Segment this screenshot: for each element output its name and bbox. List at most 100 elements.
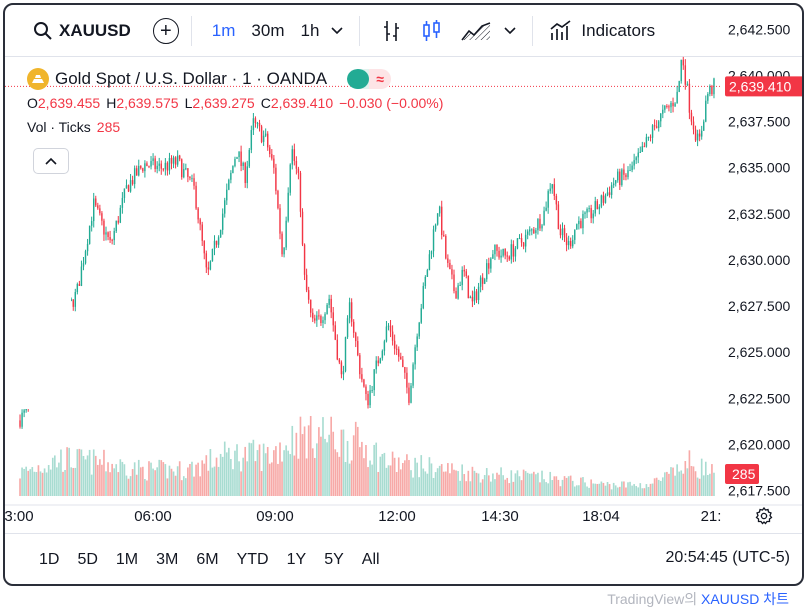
candle-body — [240, 151, 242, 166]
candle-body — [174, 157, 177, 165]
candle-body — [496, 244, 498, 251]
volume-bar — [528, 473, 531, 496]
range-5d[interactable]: 5D — [77, 551, 98, 568]
candle-body — [185, 168, 187, 170]
volume-bar — [307, 425, 310, 496]
range-3m[interactable]: 3M — [156, 551, 179, 568]
candle-body — [582, 213, 584, 229]
volume-bar — [623, 481, 625, 496]
volume-bar — [653, 478, 656, 496]
candle-body — [406, 372, 408, 388]
candle-body — [473, 291, 476, 302]
bar-style-icon[interactable] — [372, 5, 412, 57]
range-ytd[interactable]: YTD — [236, 551, 269, 568]
volume-bar — [674, 475, 676, 496]
volume-bar — [135, 474, 138, 496]
last-volume-badge — [725, 464, 759, 484]
attribution[interactable]: TradingView의 XAUUSD 차트 — [607, 589, 789, 609]
volume-bar — [655, 477, 658, 496]
candle-style-icon[interactable] — [412, 5, 452, 57]
status-pill[interactable]: ≈ — [347, 69, 392, 89]
volume-bar — [664, 472, 666, 496]
range-6m[interactable]: 6M — [196, 551, 219, 568]
candle-body — [711, 86, 713, 95]
candle-body — [610, 185, 613, 195]
volume-bar — [137, 459, 140, 496]
volume-bar — [612, 482, 615, 496]
x-tick-label: 3:00 — [5, 508, 34, 525]
candle-body — [181, 159, 183, 178]
volume-bar — [451, 463, 453, 496]
symbol-search-button[interactable]: XAUUSD — [5, 5, 131, 57]
add-symbol-icon[interactable]: + — [152, 17, 179, 44]
volume-bar — [293, 455, 296, 496]
candle-body — [93, 198, 95, 222]
candle-body — [213, 240, 216, 249]
volume-bar — [275, 446, 277, 496]
volume-bar — [35, 472, 38, 496]
collapse-legend-button[interactable] — [33, 148, 69, 174]
candle-body — [551, 184, 553, 189]
volume-bar — [86, 455, 89, 496]
area-style-icon[interactable] — [452, 5, 500, 57]
volume-bar — [690, 466, 693, 496]
candle-body — [522, 242, 525, 247]
candle-body — [303, 244, 306, 275]
volume-bar — [471, 466, 474, 496]
candle-body — [183, 169, 185, 178]
interval-1m[interactable]: 1m — [211, 20, 236, 40]
candle-body — [381, 350, 384, 359]
candle-body — [588, 208, 590, 210]
price-chart[interactable]: 2,642.5002,640.0002,637.5002,635.0002,63… — [5, 5, 802, 533]
volume-bar — [125, 475, 128, 496]
volume-bar — [449, 473, 451, 496]
attribution-link[interactable]: XAUUSD 차트 — [701, 591, 789, 607]
candle-body — [387, 325, 390, 327]
candle-body — [264, 133, 267, 136]
gear-icon[interactable] — [755, 507, 773, 525]
volume-bar — [207, 470, 210, 496]
volume-bar — [584, 482, 586, 496]
indicators-label: Indicators — [581, 20, 656, 40]
range-5y[interactable]: 5Y — [324, 551, 344, 568]
volume-bar — [704, 461, 707, 496]
volume-bar — [164, 464, 167, 496]
interval-1h[interactable]: 1h — [300, 20, 320, 40]
volume-bar — [586, 486, 588, 496]
range-1y[interactable]: 1Y — [286, 551, 307, 568]
candle-body — [516, 238, 519, 249]
candle-body — [277, 190, 279, 209]
chevron-down-icon[interactable] — [327, 5, 347, 57]
volume-bar — [649, 483, 652, 496]
candle-body — [400, 356, 402, 360]
range-1m[interactable]: 1M — [115, 551, 139, 568]
volume-bar — [260, 471, 263, 496]
volume-bar — [367, 467, 369, 496]
range-all[interactable]: All — [361, 551, 380, 568]
volume-bar — [582, 477, 584, 496]
volume-bar — [340, 429, 343, 496]
volume-bar — [565, 477, 568, 496]
volume-bar — [555, 476, 558, 496]
candle-body — [619, 171, 621, 186]
volume-bar — [483, 475, 486, 496]
candle-body — [318, 315, 320, 317]
range-1d[interactable]: 1D — [39, 551, 60, 568]
candle-body — [481, 277, 484, 284]
candle-body — [21, 412, 23, 427]
candle-body — [352, 321, 355, 333]
candle-body — [709, 86, 711, 95]
candle-body — [471, 296, 474, 302]
candle-body — [342, 371, 345, 375]
interval-30m[interactable]: 30m — [251, 20, 285, 40]
candle-body — [483, 279, 486, 284]
chevron-down-icon[interactable] — [500, 5, 520, 57]
candle-body — [273, 158, 275, 168]
clock-timezone[interactable]: 20:54:45 (UTC-5) — [665, 549, 791, 566]
candle-body — [80, 266, 83, 286]
candle-body — [170, 158, 173, 164]
candle-body — [242, 162, 244, 166]
indicators-button[interactable]: Indicators — [545, 5, 655, 57]
candle-body — [375, 360, 377, 370]
candle-body — [520, 238, 523, 243]
